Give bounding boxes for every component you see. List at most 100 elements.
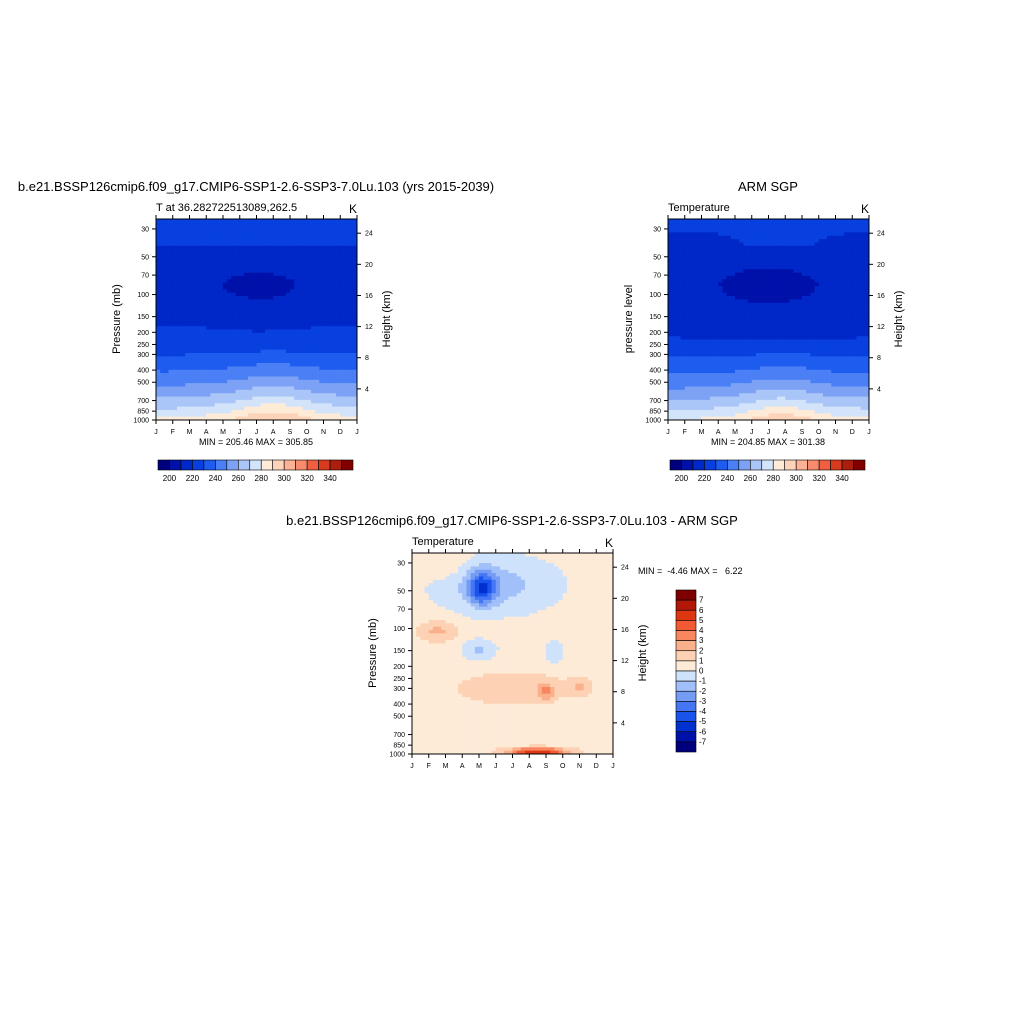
- contour-cell: [852, 293, 857, 297]
- contour-cell: [760, 330, 765, 334]
- contour-cell: [706, 323, 711, 327]
- contour-cell: [311, 410, 316, 414]
- contour-cell: [769, 236, 774, 240]
- contour-cell: [743, 346, 748, 350]
- contour-cell: [827, 296, 832, 300]
- contour-cell: [777, 259, 782, 263]
- contour-cell: [307, 320, 312, 324]
- contour-cell: [685, 253, 690, 257]
- contour-cell: [202, 346, 207, 350]
- contour-cell: [202, 340, 207, 344]
- contour-cell: [265, 380, 270, 384]
- contour-cell: [806, 293, 811, 297]
- contour-cell: [848, 299, 853, 303]
- contour-cell: [722, 356, 727, 360]
- contour-cell: [718, 336, 723, 340]
- contour-cell: [810, 256, 815, 260]
- contour-cell: [802, 303, 807, 307]
- contour-cell: [789, 239, 794, 243]
- contour-cell: [336, 410, 341, 414]
- contour-cell: [248, 407, 253, 411]
- contour-cell: [668, 293, 673, 297]
- contour-cell: [332, 239, 337, 243]
- contour-cell: [806, 340, 811, 344]
- contour-cell: [743, 232, 748, 236]
- contour-cell: [856, 340, 861, 344]
- contour-cell: [693, 340, 698, 344]
- contour-cell: [756, 259, 761, 263]
- contour-cell: [861, 289, 866, 293]
- contour-cell: [240, 283, 245, 287]
- contour-cell: [311, 356, 316, 360]
- contour-cell: [319, 390, 324, 394]
- contour-cell: [848, 343, 853, 347]
- contour-cell: [294, 336, 299, 340]
- contour-cell: [194, 397, 199, 401]
- contour-cell: [676, 320, 681, 324]
- contour-cell: [727, 293, 732, 297]
- contour-cell: [277, 353, 282, 357]
- contour-cell: [831, 276, 836, 280]
- contour-cell: [294, 269, 299, 273]
- contour-cell: [852, 350, 857, 354]
- contour-cell: [164, 253, 169, 257]
- contour-cell: [181, 330, 186, 334]
- contour-cell: [344, 266, 349, 270]
- contour-cell: [265, 279, 270, 283]
- contour-cell: [815, 313, 820, 317]
- contour-cell: [181, 239, 186, 243]
- contour-cell: [752, 263, 757, 267]
- contour-cell: [252, 256, 257, 260]
- contour-cell: [727, 309, 732, 313]
- contour-cell: [769, 316, 774, 320]
- contour-cell: [261, 343, 266, 347]
- contour-cell: [240, 330, 245, 334]
- contour-cell: [177, 400, 182, 404]
- contour-cell: [198, 229, 203, 233]
- contour-cell: [798, 226, 803, 230]
- contour-cell: [311, 309, 316, 313]
- contour-cell: [286, 279, 291, 283]
- contour-cell: [735, 323, 740, 327]
- contour-cell: [777, 303, 782, 307]
- contour-cell: [722, 256, 727, 260]
- contour-cell: [344, 289, 349, 293]
- contour-cell: [215, 296, 220, 300]
- contour-cell: [823, 309, 828, 313]
- contour-cell: [303, 336, 308, 340]
- contour-cell: [273, 276, 278, 280]
- contour-cell: [844, 246, 849, 250]
- contour-cell: [277, 350, 282, 354]
- contour-cell: [265, 356, 270, 360]
- contour-cell: [273, 393, 278, 397]
- contour-cell: [290, 360, 295, 364]
- contour-cell: [798, 299, 803, 303]
- contour-cell: [156, 336, 161, 340]
- contour-cell: [693, 276, 698, 280]
- contour-cell: [344, 343, 349, 347]
- contour-cell: [257, 269, 262, 273]
- contour-cell: [328, 380, 333, 384]
- contour-cell: [685, 256, 690, 260]
- contour-cell: [160, 232, 165, 236]
- contour-cell: [185, 246, 190, 250]
- contour-cell: [718, 229, 723, 233]
- contour-cell: [160, 330, 165, 334]
- contour-cell: [802, 316, 807, 320]
- contour-cell: [315, 360, 320, 364]
- contour-cell: [273, 353, 278, 357]
- contour-cell: [731, 219, 736, 223]
- contour-cell: [836, 232, 841, 236]
- contour-cell: [773, 222, 778, 226]
- contour-cell: [819, 236, 824, 240]
- contour-cell: [760, 226, 765, 230]
- contour-cell: [219, 286, 224, 290]
- contour-cell: [785, 346, 790, 350]
- contour-cell: [328, 323, 333, 327]
- contour-cell: [160, 370, 165, 374]
- contour-cell: [177, 320, 182, 324]
- contour-cell: [169, 249, 174, 253]
- contour-cell: [681, 253, 686, 257]
- contour-cell: [265, 336, 270, 340]
- contour-cell: [261, 316, 266, 320]
